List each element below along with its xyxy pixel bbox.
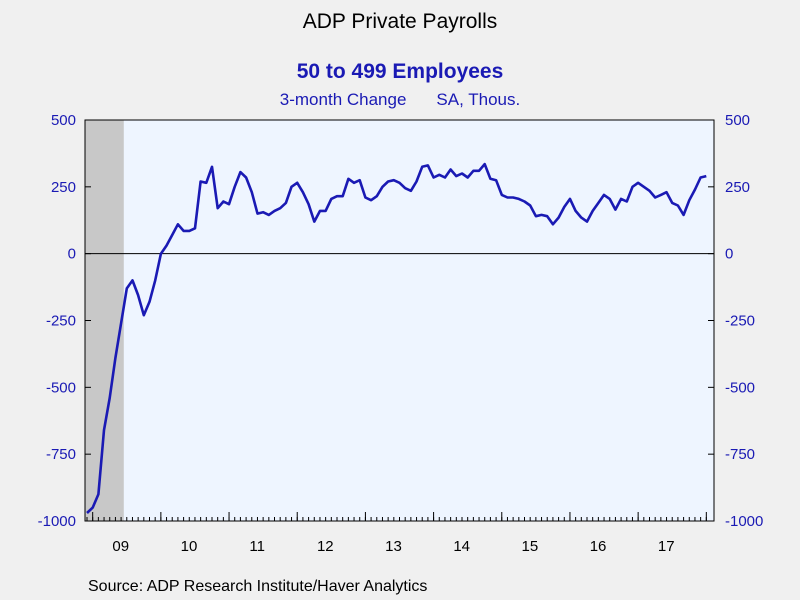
- chart-subtitle: 50 to 499 Employees: [296, 60, 504, 83]
- y-tick-label-left: 0: [68, 246, 76, 263]
- y-tick-label-right: 0: [725, 246, 733, 263]
- y-axis-left-labels: 500 250 0 -250 -500 -750 -1000: [38, 112, 76, 530]
- source-note: Source: ADP Research Institute/Haver Ana…: [88, 578, 428, 595]
- recession-shading: [85, 120, 124, 521]
- y-axis-right-labels: 500 250 0 -250 -500 -750 -1000: [725, 112, 763, 530]
- x-tick-label: 16: [590, 538, 607, 555]
- y-tick-label-right: -750: [725, 446, 755, 463]
- y-tick-label-right: 250: [725, 179, 750, 196]
- x-tick-label: 14: [453, 538, 470, 555]
- x-axis-labels: 09 10 11 12 13 14 15 16 17: [112, 538, 674, 555]
- x-tick-label: 11: [249, 538, 265, 555]
- y-tick-label-left: -500: [46, 379, 76, 396]
- y-tick-label-right: -250: [725, 313, 755, 330]
- x-tick-label: 10: [181, 538, 198, 555]
- x-tick-label: 09: [112, 538, 129, 555]
- units-right: SA, Thous.: [436, 90, 521, 109]
- y-tick-label-left: 500: [51, 112, 76, 129]
- x-tick-label: 13: [385, 538, 402, 555]
- x-tick-label: 15: [522, 538, 539, 555]
- y-tick-label-left: -750: [46, 446, 76, 463]
- y-tick-label-right: -1000: [725, 513, 763, 530]
- units-line: 3-month Change SA, Thous.: [0, 90, 800, 110]
- y-tick-label-right: -500: [725, 379, 755, 396]
- plot-area: [85, 120, 714, 521]
- chart-title: ADP Private Payrolls: [302, 10, 498, 33]
- series-line: [86, 162, 707, 514]
- units-left: 3-month Change: [279, 90, 407, 109]
- y-tick-label-left: -1000: [38, 513, 76, 530]
- y-tick-label-right: 500: [725, 112, 750, 129]
- y-tick-label-left: 250: [51, 179, 76, 196]
- plot-border: [84, 119, 715, 522]
- x-tick-label: 12: [317, 538, 334, 555]
- x-tick-label: 17: [658, 538, 675, 555]
- y-tick-label-left: -250: [46, 313, 76, 330]
